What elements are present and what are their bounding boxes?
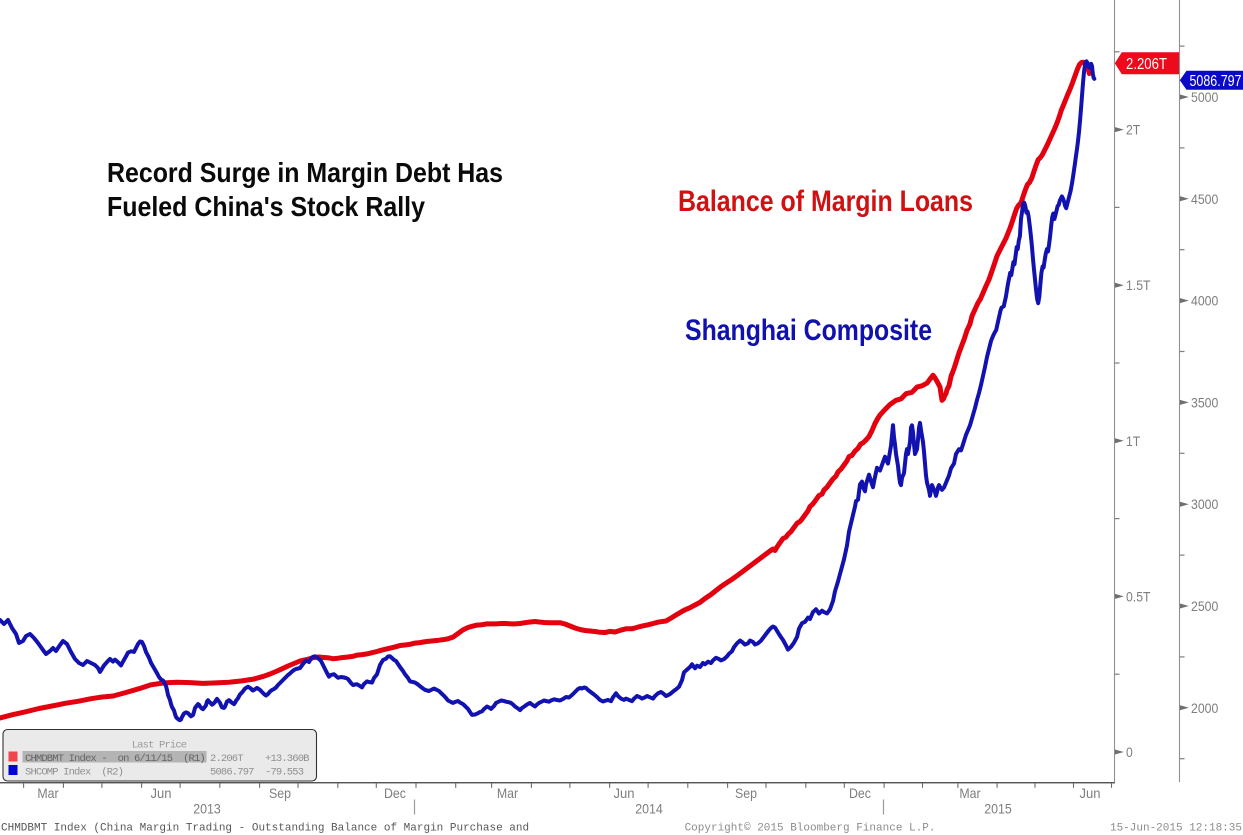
svg-text:Dec: Dec	[384, 785, 406, 801]
svg-text:5086.797: 5086.797	[1190, 73, 1242, 90]
svg-text:Copyright© 2015 Bloomberg Fina: Copyright© 2015 Bloomberg Finance L.P.	[685, 823, 936, 835]
svg-text:Shanghai Composite: Shanghai Composite	[685, 314, 932, 347]
svg-text:Sep: Sep	[269, 785, 291, 801]
svg-text:0: 0	[1126, 744, 1133, 760]
svg-text:4500: 4500	[1191, 191, 1218, 207]
svg-text:5000: 5000	[1191, 89, 1218, 105]
svg-text:2000: 2000	[1191, 700, 1218, 716]
svg-text:Mar: Mar	[37, 785, 59, 801]
svg-text:5086.797: 5086.797	[210, 766, 254, 778]
svg-text:CHMDBMT Index - on 6/11/15 (: CHMDBMT Index - on 6/11/15 (R1)	[25, 753, 205, 765]
svg-text:3000: 3000	[1191, 496, 1218, 512]
svg-text:Fueled China's Stock Rally: Fueled China's Stock Rally	[107, 191, 425, 222]
svg-text:Jun: Jun	[151, 785, 172, 801]
svg-text:-79.553: -79.553	[265, 766, 304, 778]
svg-text:1.5T: 1.5T	[1126, 277, 1151, 293]
svg-text:2015: 2015	[984, 801, 1012, 817]
svg-text:1T: 1T	[1126, 433, 1141, 449]
svg-text:2013: 2013	[193, 801, 221, 817]
svg-text:Last Price: Last Price	[132, 740, 187, 752]
svg-text:Jun: Jun	[614, 785, 635, 801]
svg-text:2T: 2T	[1126, 122, 1141, 138]
svg-text:2.206T: 2.206T	[1126, 56, 1167, 73]
svg-text:Jun: Jun	[1080, 785, 1101, 801]
svg-text:15-Jun-2015 12:18:35: 15-Jun-2015 12:18:35	[1110, 823, 1242, 835]
svg-text:Mar: Mar	[497, 785, 519, 801]
svg-text:3500: 3500	[1191, 394, 1218, 410]
svg-text:2500: 2500	[1191, 598, 1218, 614]
svg-text:2014: 2014	[635, 801, 663, 817]
svg-text:Balance of Margin Loans: Balance of Margin Loans	[678, 185, 973, 218]
svg-text:Record Surge in Margin Debt Ha: Record Surge in Margin Debt Has	[107, 157, 503, 188]
svg-text:Sep: Sep	[735, 785, 757, 801]
svg-text:2.206T: 2.206T	[210, 753, 243, 765]
svg-text:4000: 4000	[1191, 293, 1218, 309]
svg-text:Dec: Dec	[849, 785, 871, 801]
svg-text:0.5T: 0.5T	[1126, 588, 1151, 604]
svg-text:Mar: Mar	[959, 785, 981, 801]
svg-text:CHMDBMT Index (China Margin Tr: CHMDBMT Index (China Margin Trading - Ou…	[1, 823, 529, 835]
svg-text:SHCOMP Index (R2): SHCOMP Index (R2)	[25, 766, 123, 778]
svg-text:+13.360B: +13.360B	[265, 753, 309, 765]
